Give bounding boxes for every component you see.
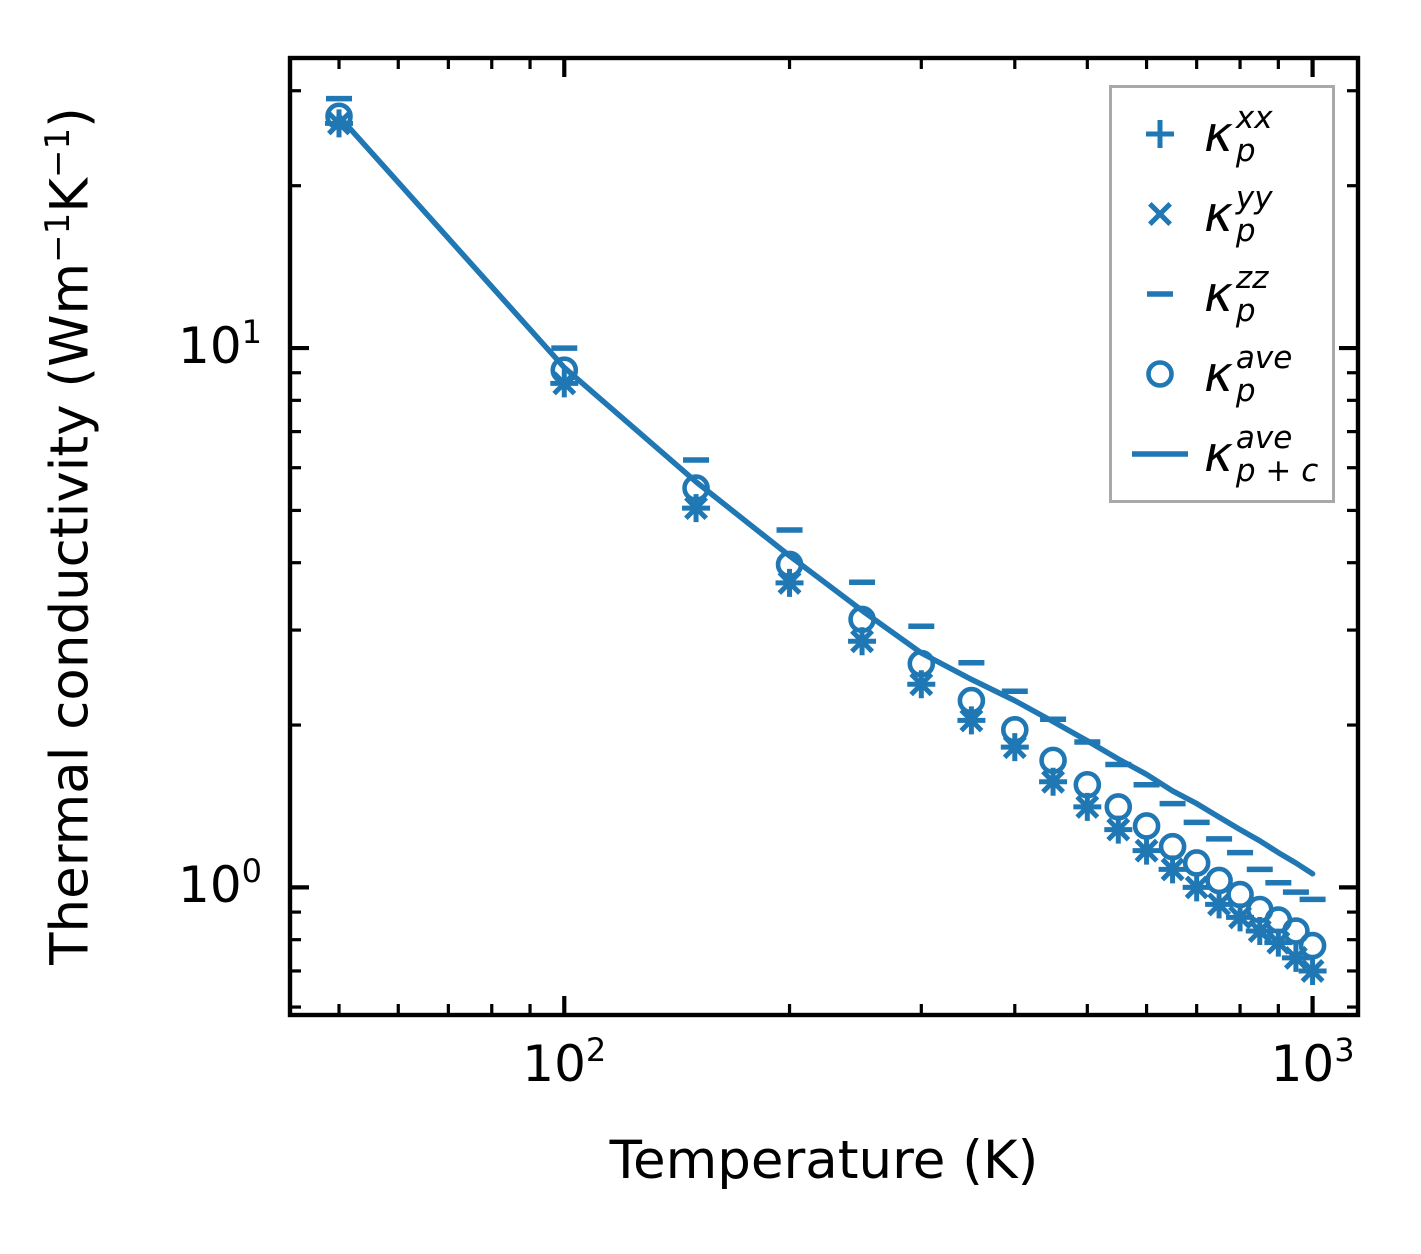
legend-item-kappa-p-zz: κ zz p (1120, 256, 1332, 332)
legend-plus-icon (1146, 120, 1174, 148)
legend: κ xx p κ yy p κ zz p κ ave p κ ave p + c (1109, 85, 1335, 503)
circle-marker (550, 356, 579, 384)
x-marker (1041, 769, 1066, 794)
plot-frame (287, 55, 1361, 1018)
y-axis-label: Thermal conductivity (Wm−1K−1) (37, 107, 101, 965)
circle-marker (1282, 917, 1310, 945)
legend-dash-icon (1147, 291, 1173, 297)
circle-marker (1000, 715, 1029, 744)
x-marker (850, 629, 875, 654)
series-kappa-p-zz (326, 95, 1326, 903)
x-marker (1148, 202, 1172, 226)
legend-circle-icon (1146, 360, 1174, 388)
legend-line-icon (1132, 451, 1188, 457)
x-marker (327, 111, 351, 136)
x-marker (1184, 875, 1209, 900)
kappa-p-plus-c-line (336, 113, 1316, 877)
circle-marker (1104, 793, 1133, 821)
circle-marker (957, 686, 986, 715)
legend-label: κ zz p (1204, 259, 1269, 329)
x-marker (1160, 857, 1185, 882)
x-axis-label: Temperature (K) (609, 1130, 1039, 1191)
circle-marker (1158, 832, 1187, 861)
circle-marker (1073, 770, 1102, 799)
circle-marker (1132, 812, 1161, 840)
legend-x-icon (1148, 202, 1172, 226)
x-marker (684, 496, 709, 521)
x-marker (909, 672, 934, 697)
x-marker (1134, 838, 1159, 863)
x-marker (959, 708, 984, 733)
legend-label: κ yy p (1204, 179, 1273, 249)
legend-item-kappa-p-yy: κ yy p (1120, 176, 1332, 252)
x-marker (1207, 892, 1232, 917)
circle-marker (1205, 866, 1233, 895)
circle-marker (1146, 360, 1174, 388)
x-marker (1106, 817, 1131, 842)
legend-label: κ ave p (1204, 339, 1293, 409)
x-marker (1075, 794, 1100, 819)
plus-marker (1146, 120, 1174, 148)
legend-item-kappa-p-plus-c-ave: κ ave p + c (1120, 416, 1332, 492)
circle-marker (1298, 931, 1327, 960)
x-tick-label: 103 (1270, 1031, 1355, 1093)
x-tick-label: 102 (522, 1031, 607, 1093)
series-kappa-p-plus-c-ave (336, 113, 1316, 877)
legend-label: κ xx p (1204, 99, 1273, 169)
circle-marker (1039, 746, 1067, 775)
y-tick-label: 100 (178, 852, 262, 915)
y-tick-label: 101 (178, 313, 262, 376)
x-marker (1300, 958, 1325, 983)
circle-marker (1226, 880, 1254, 909)
circle-marker (1182, 849, 1211, 877)
legend-item-kappa-p-ave: κ ave p (1120, 336, 1332, 412)
legend-label: κ ave p + c (1204, 419, 1319, 489)
circle-marker (325, 102, 353, 131)
legend-item-kappa-p-xx: κ xx p (1120, 96, 1332, 172)
